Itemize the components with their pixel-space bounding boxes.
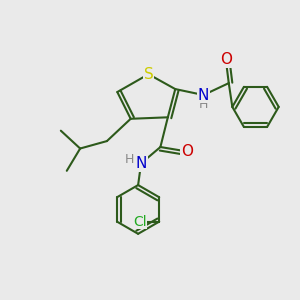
- Text: O: O: [181, 144, 193, 159]
- Text: H: H: [199, 98, 208, 111]
- Text: O: O: [220, 52, 232, 67]
- Text: Cl: Cl: [133, 214, 147, 229]
- Text: N: N: [198, 88, 209, 103]
- Text: S: S: [144, 67, 153, 82]
- Text: N: N: [135, 156, 147, 171]
- Text: H: H: [125, 153, 134, 166]
